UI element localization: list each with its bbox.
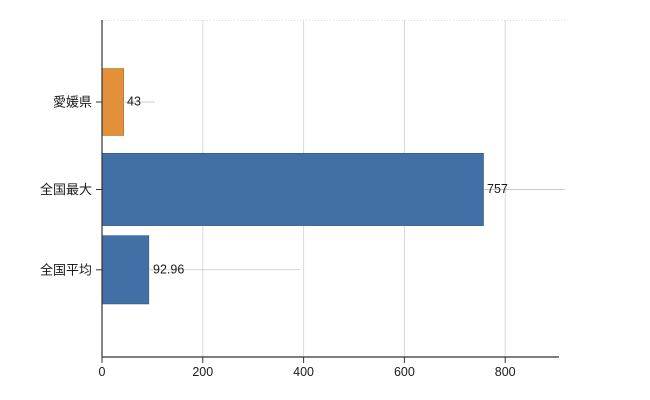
- svg-text:43: 43: [127, 95, 141, 109]
- svg-text:愛媛県: 愛媛県: [53, 95, 92, 110]
- svg-text:0: 0: [99, 365, 106, 379]
- svg-text:800: 800: [495, 365, 516, 379]
- svg-text:400: 400: [293, 365, 314, 379]
- svg-text:600: 600: [394, 365, 415, 379]
- svg-text:92.96: 92.96: [153, 263, 184, 277]
- svg-text:全国平均: 全国平均: [40, 263, 92, 278]
- svg-text:757: 757: [487, 182, 508, 196]
- svg-text:全国最大: 全国最大: [40, 182, 92, 197]
- svg-text:200: 200: [192, 365, 213, 379]
